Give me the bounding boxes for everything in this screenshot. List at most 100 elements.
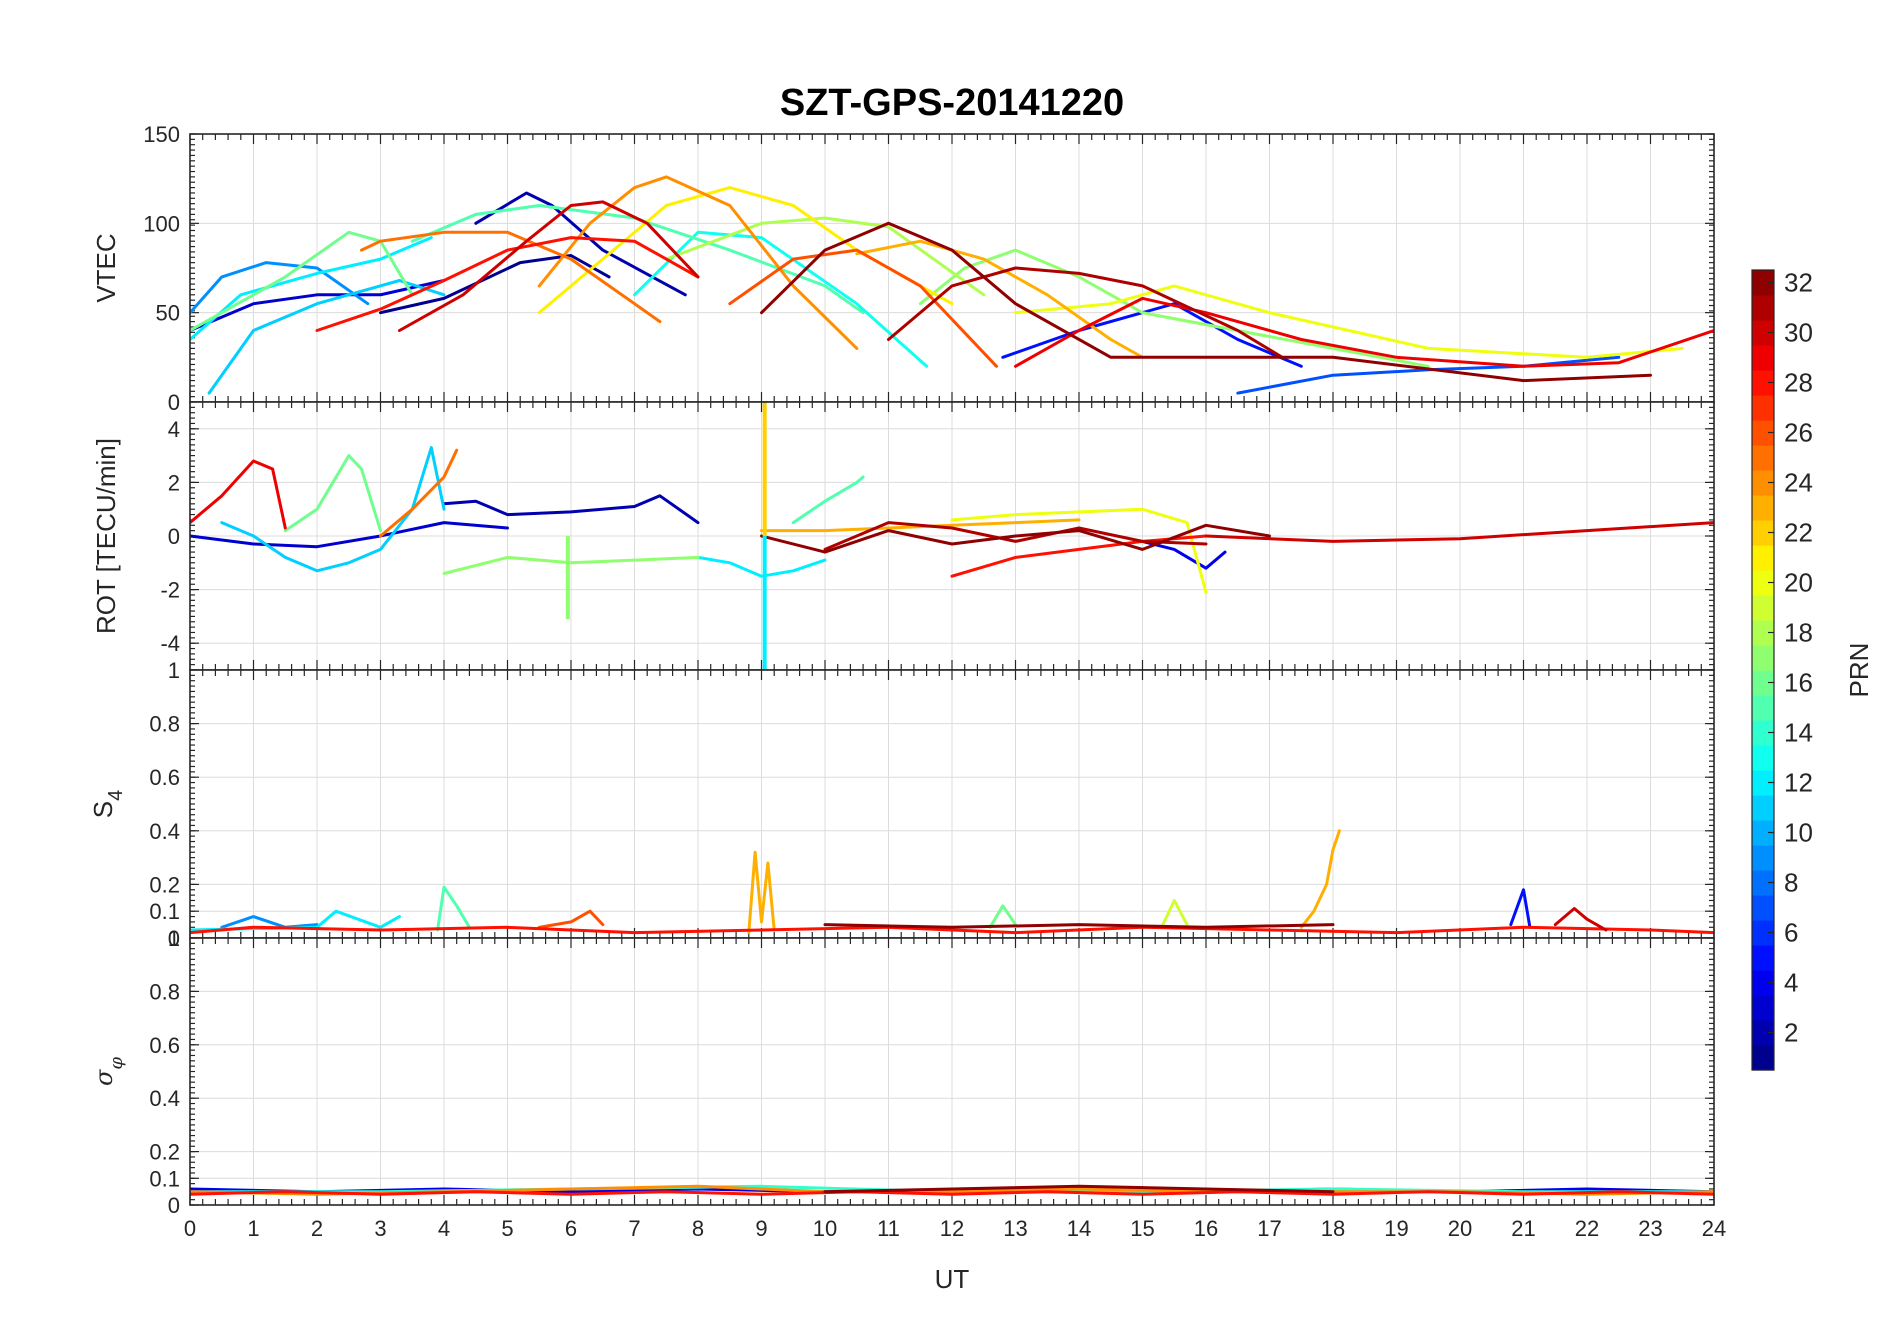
colorbar-segment — [1752, 770, 1774, 796]
panel-frame — [189, 937, 1715, 1206]
x-axis-label: UT — [935, 1264, 970, 1294]
colorbar-segment — [1752, 345, 1774, 371]
colorbar-segment — [1752, 395, 1774, 421]
series-prn-30 — [398, 200, 700, 332]
series-prn-17 — [442, 555, 700, 575]
x-tick-label: 24 — [1702, 1216, 1726, 1241]
x-tick-label: 17 — [1257, 1216, 1281, 1241]
panel-1: 0 50 100 150 VTEC — [91, 122, 1715, 415]
colorbar-segment — [1752, 370, 1774, 396]
series-prn-25 — [379, 448, 459, 538]
series-prn-29 — [190, 459, 287, 530]
x-tick-label: 6 — [565, 1216, 577, 1241]
series-prn-9 — [190, 261, 370, 315]
y-tick-label: 0.1 — [149, 899, 180, 924]
x-tick-label: 3 — [374, 1216, 386, 1241]
y-tick-label: 0 — [168, 390, 180, 415]
y-tick-label: 0.8 — [149, 979, 180, 1004]
series-prn-12 — [696, 555, 827, 578]
colorbar-frame — [1751, 269, 1775, 1071]
colorbar-tick-label: 22 — [1784, 518, 1813, 548]
y-tick-label: 0.4 — [149, 819, 180, 844]
colorbar-segment — [1752, 270, 1774, 296]
series-prn-32 — [823, 923, 1335, 929]
colorbar-segment — [1752, 595, 1774, 621]
chart-title: SZT-GPS-20141220 — [780, 82, 1124, 124]
series-prn-32 — [760, 523, 1271, 554]
y-tick-label: 4 — [168, 417, 180, 442]
y-tick-label: 0.6 — [149, 765, 180, 790]
x-tick-label: 0 — [184, 1216, 196, 1241]
series-group — [190, 402, 1714, 670]
colorbar-segment — [1752, 320, 1774, 346]
series-prn-5 — [1001, 302, 1303, 368]
y-tick-label: 0.2 — [149, 1140, 180, 1165]
x-tick-label: 16 — [1194, 1216, 1218, 1241]
y-tick-label: 50 — [156, 301, 180, 326]
series-prn-24 — [537, 175, 859, 350]
y-axis-label: S4 — [88, 790, 127, 818]
y-tick-label: 0.6 — [149, 1033, 180, 1058]
series-prn-2 — [474, 191, 687, 297]
colorbar-tick-label: 16 — [1784, 668, 1813, 698]
x-tick-label: 20 — [1448, 1216, 1472, 1241]
y-tick-label: 0.4 — [149, 1086, 180, 1111]
x-tick-label: 12 — [940, 1216, 964, 1241]
y-tick-label: 0.8 — [149, 712, 180, 737]
series-prn-28 — [950, 534, 1208, 578]
x-tick-label: 15 — [1130, 1216, 1154, 1241]
x-tick-label: 18 — [1321, 1216, 1345, 1241]
y-tick-label: -4 — [160, 631, 180, 656]
colorbar-segment — [1752, 795, 1774, 821]
colorbar-tick-label: 6 — [1784, 918, 1798, 948]
series-prn-28 — [190, 1190, 1714, 1196]
x-tick-label: 5 — [501, 1216, 513, 1241]
x-tick-label: 19 — [1384, 1216, 1408, 1241]
y-tick-label: 0 — [168, 926, 180, 951]
colorbar-segment — [1752, 1045, 1774, 1071]
series-prn-11 — [220, 446, 446, 573]
y-tick-label: 150 — [143, 122, 180, 147]
x-tick-label: 14 — [1067, 1216, 1091, 1241]
series-prn-28 — [315, 236, 700, 332]
colorbar-segment — [1752, 1020, 1774, 1046]
colorbar-segment — [1752, 445, 1774, 471]
series-group — [190, 1184, 1714, 1196]
x-tick-label: 11 — [877, 1216, 900, 1241]
series-prn-26 — [728, 248, 998, 368]
y-tick-label: 2 — [168, 470, 180, 495]
panel-3: 00.10.2 0.4 0.6 0.8 1 S4 — [88, 658, 1715, 951]
series-prn-32 — [760, 221, 1652, 383]
colorbar-tick-label: 4 — [1784, 968, 1798, 998]
colorbar-segment — [1752, 820, 1774, 846]
x-tick-label: 2 — [311, 1216, 323, 1241]
x-tick-label: 8 — [692, 1216, 704, 1241]
x-tick-label: 13 — [1003, 1216, 1027, 1241]
colorbar-tick-label: 14 — [1784, 718, 1813, 748]
series-prn-20 — [950, 507, 1208, 594]
colorbar-segment — [1752, 970, 1774, 996]
series-group — [190, 829, 1714, 935]
colorbar-tick-label: 18 — [1784, 618, 1813, 648]
y-tick-label: 0 — [168, 524, 180, 549]
colorbar-tick-label: 20 — [1784, 568, 1813, 598]
colorbar-tick-label: 8 — [1784, 868, 1798, 898]
colorbar-tick-label: 26 — [1784, 418, 1813, 448]
x-tick-label: 7 — [628, 1216, 640, 1241]
colorbar-segment — [1752, 845, 1774, 871]
colorbar-segment — [1752, 545, 1774, 571]
colorbar-tick-label: 30 — [1784, 318, 1813, 348]
x-axis: 0 1 2 3 4 5 6 7 8 9 10 11 12 13 14 15 16 17 18 19 20 21 22 23 24 — [184, 1216, 1726, 1241]
series-prn-30 — [1553, 907, 1608, 932]
colorbar-tick-label: 10 — [1784, 818, 1813, 848]
colorbar-segment — [1752, 670, 1774, 696]
x-tick-label: 21 — [1511, 1216, 1535, 1241]
series-prn-25 — [360, 230, 662, 324]
colorbar-segment — [1752, 920, 1774, 946]
y-axis-label: σφ — [90, 1057, 127, 1086]
series-prn-3 — [190, 521, 509, 549]
x-tick-label: 9 — [755, 1216, 767, 1241]
colorbar-segment — [1752, 620, 1774, 646]
